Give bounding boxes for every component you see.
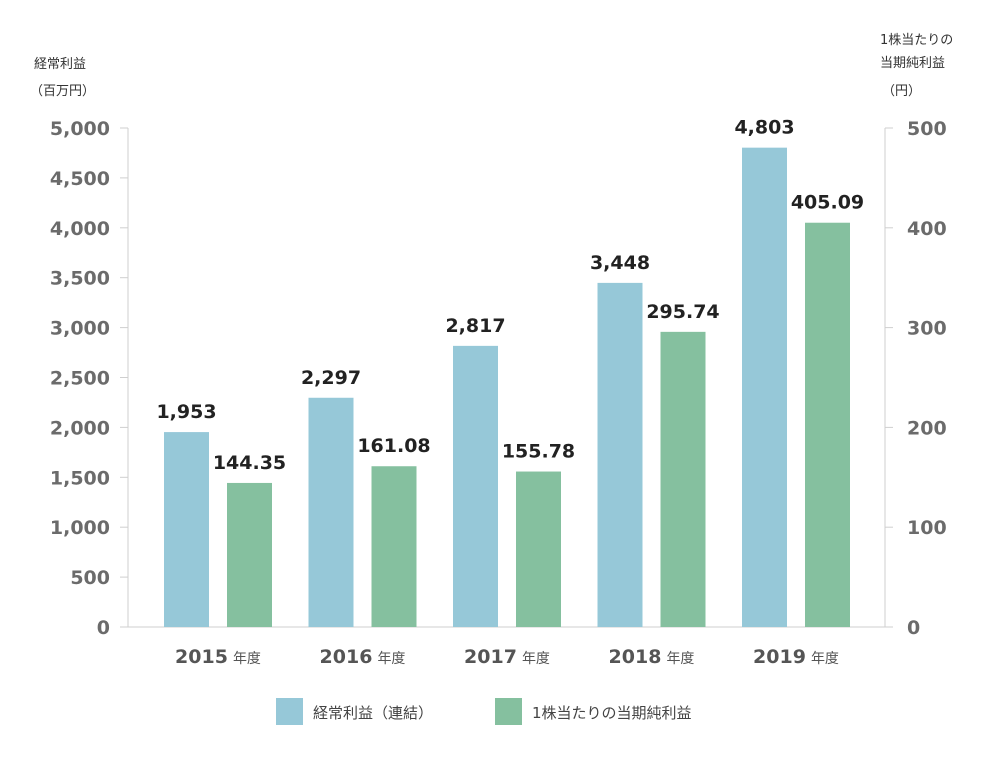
left-tick-label: 0 xyxy=(97,617,110,639)
data-labels: 1,953 144.35 2,297 161.08 2,817 155.78 3,448 29… xyxy=(156,117,864,474)
right-tick-label: 400 xyxy=(907,218,947,240)
left-axis-title-line2: （百万円） xyxy=(30,84,95,99)
right-axis-title-line3: （円） xyxy=(882,84,921,99)
right-tick-label: 500 xyxy=(907,118,947,140)
bar-ordinary-profit-2016 xyxy=(308,397,354,627)
x-category-year: 2017 xyxy=(464,646,517,668)
x-category-suffix: 年度 xyxy=(233,651,261,667)
x-category-year: 2015 xyxy=(175,646,228,668)
data-label-ordinary-profit-2017: 2,817 xyxy=(445,315,505,337)
left-tick-label: 2,000 xyxy=(50,417,110,439)
right-tick-label: 200 xyxy=(907,417,947,439)
bar-eps-2018 xyxy=(660,331,706,627)
data-label-ordinary-profit-2019: 4,803 xyxy=(734,117,794,139)
left-tick-label: 4,500 xyxy=(50,168,110,190)
legend: 経常利益（連結） 1株当たりの当期純利益 xyxy=(276,698,692,725)
x-category-label: 2018 年度 xyxy=(609,646,695,668)
x-category-suffix: 年度 xyxy=(377,651,405,667)
bar-ordinary-profit-2017 xyxy=(453,345,498,627)
right-tick-label: 0 xyxy=(907,617,920,639)
left-tick-label: 1,000 xyxy=(50,517,110,539)
bar-eps-2019 xyxy=(805,222,850,627)
data-label-eps-2019: 405.09 xyxy=(791,192,864,214)
legend-label-ordinary-profit: 経常利益（連結） xyxy=(313,704,433,722)
bar-ordinary-profit-2019 xyxy=(742,147,787,628)
data-label-eps-2015: 144.35 xyxy=(213,452,286,474)
bars xyxy=(164,147,850,628)
left-tick-label: 5,000 xyxy=(50,118,110,140)
bar-ordinary-profit-2018 xyxy=(597,282,643,627)
x-category-suffix: 年度 xyxy=(666,651,694,667)
left-tick-label: 3,500 xyxy=(50,268,110,290)
left-tick-label: 1,500 xyxy=(50,467,110,489)
x-category-label: 2019 年度 xyxy=(753,646,839,668)
right-tick-label: 100 xyxy=(907,517,947,539)
left-axis-ticks: 0 500 1,000 1,500 2,000 2,500 3,000 3,500 4,000 4… xyxy=(50,118,128,639)
data-label-eps-2018: 295.74 xyxy=(646,301,719,323)
x-category-year: 2016 xyxy=(320,646,373,668)
x-category-suffix: 年度 xyxy=(522,651,550,667)
x-category-suffix: 年度 xyxy=(811,651,839,667)
bar-eps-2016 xyxy=(371,466,417,627)
x-category-label: 2015 年度 xyxy=(175,646,261,668)
right-axis-ticks: 0 100 200 300 400 500 xyxy=(885,118,947,639)
bar-ordinary-profit-2015 xyxy=(164,432,209,627)
legend-swatch-ordinary-profit xyxy=(276,698,303,725)
left-tick-label: 3,000 xyxy=(50,318,110,340)
right-axis-title-line2: 当期純利益 xyxy=(880,56,945,71)
x-category-year: 2018 xyxy=(609,646,662,668)
legend-label-eps: 1株当たりの当期純利益 xyxy=(532,704,692,722)
x-category-label: 2016 年度 xyxy=(320,646,406,668)
left-tick-label: 500 xyxy=(70,567,110,589)
data-label-eps-2017: 155.78 xyxy=(502,441,575,463)
x-axis-categories: 2015 年度 2016 年度 2017 年度 2018 年度 2019 年度 xyxy=(175,646,839,668)
x-category-label: 2017 年度 xyxy=(464,646,550,668)
right-axis-title-line1: 1株当たりの xyxy=(880,33,953,48)
right-tick-label: 300 xyxy=(907,318,947,340)
bar-eps-2017 xyxy=(516,471,561,627)
x-category-year: 2019 xyxy=(753,646,806,668)
data-label-ordinary-profit-2018: 3,448 xyxy=(590,252,650,274)
left-tick-label: 4,000 xyxy=(50,218,110,240)
bar-eps-2015 xyxy=(227,482,272,627)
data-label-ordinary-profit-2016: 2,297 xyxy=(301,367,361,389)
legend-swatch-eps xyxy=(495,698,522,725)
left-tick-label: 2,500 xyxy=(50,368,110,390)
data-label-ordinary-profit-2015: 1,953 xyxy=(156,401,216,423)
left-axis-title-line1: 経常利益 xyxy=(34,57,86,72)
data-label-eps-2016: 161.08 xyxy=(357,435,430,457)
